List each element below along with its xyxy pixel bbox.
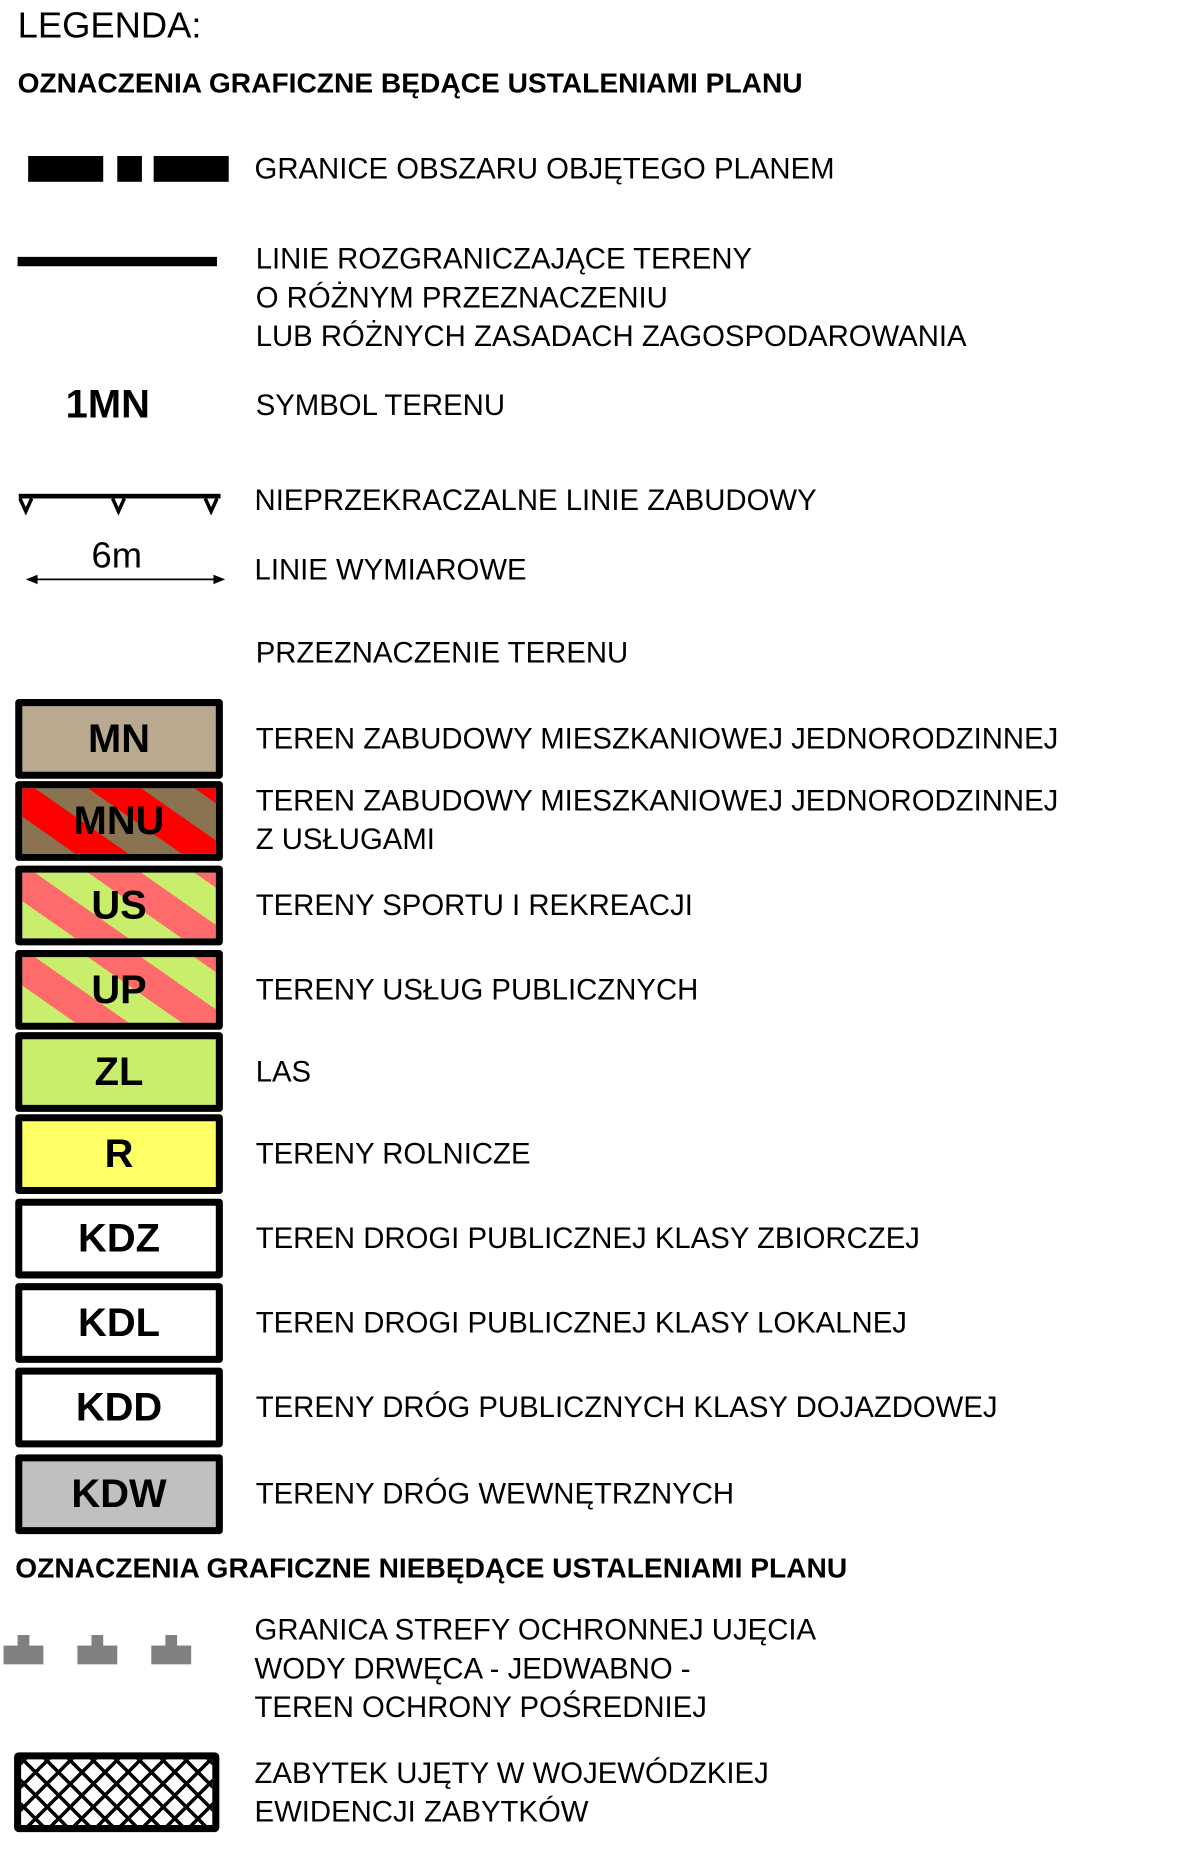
landuse-label: TEREN DROGI PUBLICZNEJ KLASY ZBIORCZEJ xyxy=(255,1221,920,1255)
crosshatch-monument-icon xyxy=(14,1752,220,1833)
protection-zone-marker-icon xyxy=(3,1635,192,1665)
legend-label: TEREN OCHRONY POŚREDNIEJ xyxy=(254,1691,707,1725)
landuse-code: MNU xyxy=(73,798,165,843)
landuse-swatch-us: US xyxy=(15,865,223,946)
landuse-label: TERENY USŁUG PUBLICZNYCH xyxy=(255,972,699,1006)
landuse-label: TEREN ZABUDOWY MIESZKANIOWEJ JEDNORODZIN… xyxy=(255,784,1059,818)
legend-label: EWIDENCJI ZABYTKÓW xyxy=(254,1795,589,1829)
section-header-binding: OZNACZENIA GRAFICZNE BĘDĄCE USTALENIAMI … xyxy=(17,68,803,100)
landuse-label: TEREN DROGI PUBLICZNEJ KLASY LOKALNEJ xyxy=(255,1306,907,1339)
plan-boundary-symbol xyxy=(153,155,229,182)
landuse-label: TERENY DRÓG WEWNĘTRZNYCH xyxy=(255,1477,735,1511)
legend-label: GRANICE OBSZARU OBJĘTEGO PLANEM xyxy=(254,152,835,186)
landuse-swatch-mn: MN xyxy=(15,699,223,779)
landuse-swatch-zl: ZL xyxy=(15,1032,223,1112)
legend-label: LUB RÓŻNYCH ZASADACH ZAGOSPODAROWANIA xyxy=(255,320,967,354)
legend-label: GRANICA STREFY OCHRONNEJ UJĘCIA xyxy=(254,1613,817,1647)
legend-label: O RÓŻNYM PRZEZNACZENIU xyxy=(255,281,668,315)
landuse-label: Z USŁUGAMI xyxy=(255,823,435,857)
landuse-code: US xyxy=(91,882,147,928)
legend-label: ZABYTEK UJĘTY W WOJEWÓDZKIEJ xyxy=(254,1757,769,1790)
legend-label: WODY DRWĘCA - JEDWABNO - xyxy=(254,1652,691,1686)
plan-boundary-symbol xyxy=(117,155,142,182)
landuse-swatch-mnu: MNU xyxy=(15,781,223,861)
landuse-code: KDL xyxy=(78,1300,161,1345)
building-line-symbol xyxy=(18,493,221,516)
landuse-swatch-kdd: KDD xyxy=(15,1367,223,1448)
legend-label: LINIE ROZGRANICZAJĄCE TERENY xyxy=(255,242,753,276)
landuse-label: TERENY SPORTU I REKREACJI xyxy=(255,888,693,922)
legend-label: LINIE WYMIAROWE xyxy=(254,553,527,587)
landuse-code: UP xyxy=(91,967,147,1012)
section-header-nonbinding: OZNACZENIA GRAFICZNE NIEBĘDĄCE USTALENIA… xyxy=(15,1552,848,1585)
landuse-swatch-kdl: KDL xyxy=(15,1283,223,1363)
legend-label: NIEPRZEKRACZALNE LINIE ZABUDOWY xyxy=(254,484,817,518)
landuse-swatch-up: UP xyxy=(15,950,223,1030)
landuse-code: MN xyxy=(88,716,151,761)
landuse-code: ZL xyxy=(94,1049,144,1094)
landuse-swatch-r: R xyxy=(15,1114,223,1195)
dimension-line-symbol xyxy=(25,574,226,585)
legend-title: LEGENDA: xyxy=(17,4,202,46)
land-symbol-example: 1MN xyxy=(65,382,150,427)
landuse-label: TERENY ROLNICZE xyxy=(255,1137,531,1170)
dimension-example: 6m xyxy=(91,534,143,576)
landuse-label: TEREN ZABUDOWY MIESZKANIOWEJ JEDNORODZIN… xyxy=(255,721,1059,755)
landuse-header: PRZEZNACZENIE TERENU xyxy=(255,636,629,670)
landuse-code: KDW xyxy=(71,1471,167,1516)
landuse-label: LAS xyxy=(255,1055,312,1088)
landuse-swatch-kdz: KDZ xyxy=(15,1198,223,1279)
legend-label: SYMBOL TERENU xyxy=(255,389,506,423)
plan-boundary-symbol xyxy=(28,155,104,182)
landuse-code: KDZ xyxy=(78,1215,161,1261)
landuse-swatch-kdw: KDW xyxy=(15,1454,223,1535)
landuse-code: R xyxy=(104,1131,134,1176)
demarcation-line-symbol xyxy=(17,256,217,267)
landuse-label: TERENY DRÓG PUBLICZNYCH KLASY DOJAZDOWEJ xyxy=(255,1390,998,1424)
landuse-code: KDD xyxy=(75,1384,163,1430)
